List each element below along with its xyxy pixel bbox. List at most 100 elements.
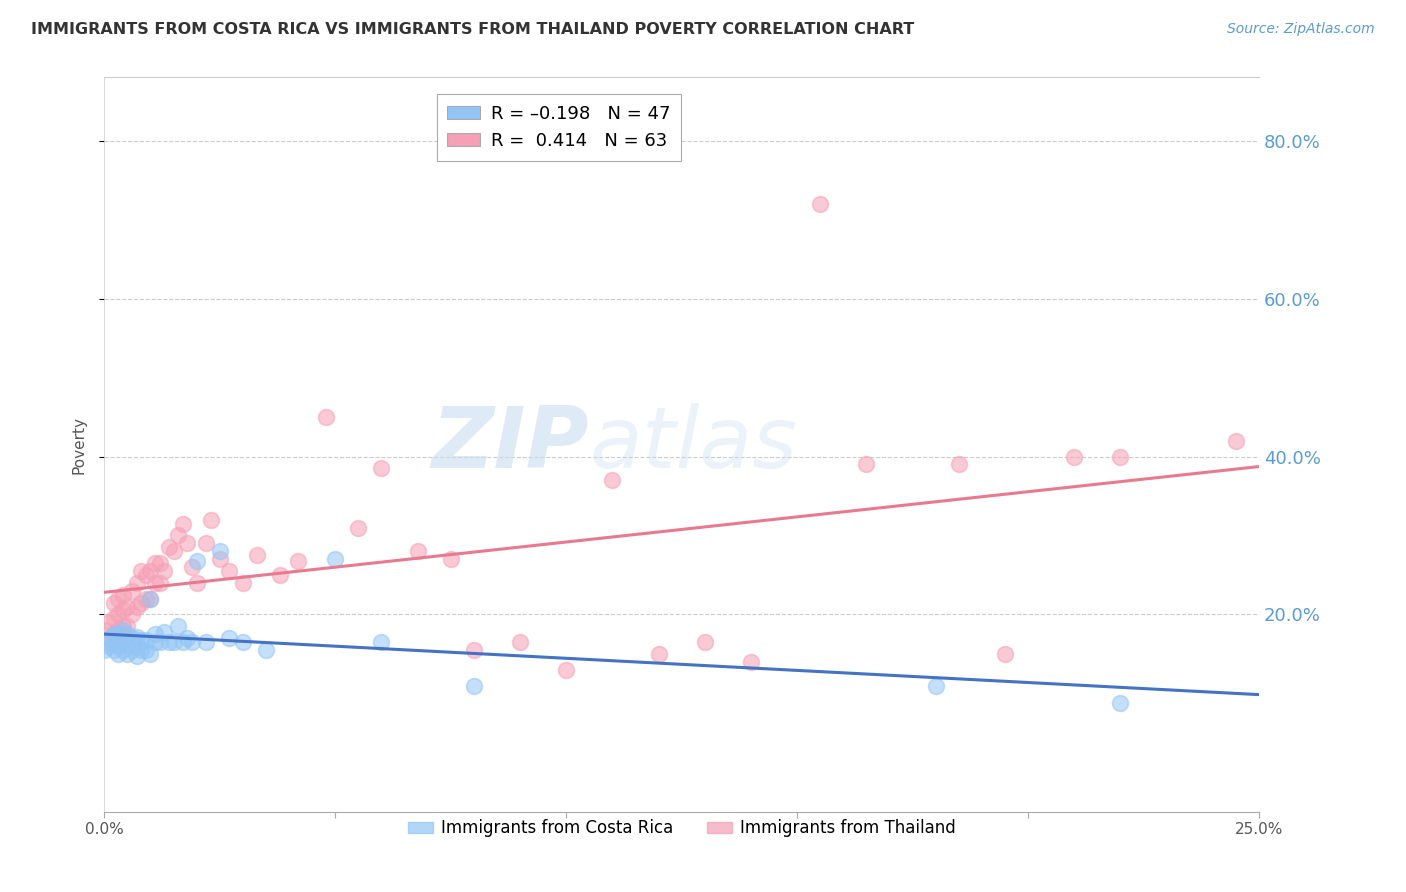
Point: [254, 643, 277, 657]
Point: [924, 679, 946, 693]
Point: [315, 410, 337, 425]
Point: [135, 632, 157, 647]
Point: [143, 627, 166, 641]
Point: [176, 536, 198, 550]
Point: [107, 624, 129, 638]
Point: [149, 575, 172, 590]
Point: [93, 624, 115, 638]
Point: [149, 635, 172, 649]
Point: [125, 575, 148, 590]
Point: [1225, 434, 1247, 448]
Point: [157, 541, 180, 555]
Point: [103, 596, 125, 610]
Point: [135, 591, 157, 606]
Point: [994, 647, 1017, 661]
Point: [125, 648, 148, 663]
Point: [125, 639, 148, 653]
Point: [181, 560, 204, 574]
Point: [440, 552, 463, 566]
Point: [103, 627, 125, 641]
Point: [194, 635, 217, 649]
Point: [162, 544, 184, 558]
Point: [97, 639, 120, 653]
Point: [117, 619, 139, 633]
Point: [121, 607, 143, 622]
Text: atlas: atlas: [589, 403, 797, 486]
Y-axis label: Poverty: Poverty: [72, 416, 86, 474]
Point: [181, 635, 204, 649]
Point: [269, 568, 291, 582]
Point: [139, 564, 162, 578]
Point: [111, 624, 134, 638]
Point: [1063, 450, 1085, 464]
Point: [129, 643, 152, 657]
Point: [97, 635, 120, 649]
Point: [121, 583, 143, 598]
Point: [463, 679, 485, 693]
Point: [103, 611, 125, 625]
Point: [107, 591, 129, 606]
Point: [117, 637, 139, 651]
Point: [125, 599, 148, 614]
Point: [408, 544, 430, 558]
Point: [143, 556, 166, 570]
Point: [740, 655, 762, 669]
Legend: Immigrants from Costa Rica, Immigrants from Thailand: Immigrants from Costa Rica, Immigrants f…: [401, 813, 962, 844]
Point: [107, 647, 129, 661]
Point: [107, 627, 129, 641]
Point: [509, 635, 531, 649]
Point: [117, 599, 139, 614]
Point: [194, 536, 217, 550]
Point: [111, 588, 134, 602]
Point: [107, 639, 129, 653]
Point: [370, 635, 392, 649]
Point: [323, 552, 346, 566]
Point: [200, 513, 222, 527]
Point: [129, 632, 152, 647]
Point: [162, 635, 184, 649]
Point: [370, 461, 392, 475]
Point: [97, 631, 120, 645]
Point: [186, 554, 208, 568]
Point: [1109, 696, 1132, 710]
Point: [347, 520, 370, 534]
Point: [246, 548, 269, 562]
Point: [167, 619, 190, 633]
Point: [121, 643, 143, 657]
Point: [232, 635, 254, 649]
Point: [186, 575, 208, 590]
Point: [855, 458, 877, 472]
Point: [111, 635, 134, 649]
Point: [208, 552, 231, 566]
Point: [218, 631, 240, 645]
Point: [117, 647, 139, 661]
Point: [103, 643, 125, 657]
Point: [172, 516, 194, 531]
Point: [129, 596, 152, 610]
Point: [135, 568, 157, 582]
Point: [117, 627, 139, 641]
Point: [97, 615, 120, 630]
Point: [157, 635, 180, 649]
Point: [555, 663, 578, 677]
Point: [107, 607, 129, 622]
Point: [139, 591, 162, 606]
Point: [111, 643, 134, 657]
Point: [139, 647, 162, 661]
Point: [808, 196, 831, 211]
Point: [139, 591, 162, 606]
Point: [153, 564, 176, 578]
Point: [153, 624, 176, 639]
Point: [948, 458, 970, 472]
Text: Source: ZipAtlas.com: Source: ZipAtlas.com: [1227, 22, 1375, 37]
Point: [103, 627, 125, 641]
Point: [129, 564, 152, 578]
Point: [176, 631, 198, 645]
Point: [218, 564, 240, 578]
Point: [135, 643, 157, 657]
Point: [1109, 450, 1132, 464]
Point: [463, 643, 485, 657]
Point: [121, 631, 143, 645]
Point: [111, 619, 134, 633]
Point: [172, 635, 194, 649]
